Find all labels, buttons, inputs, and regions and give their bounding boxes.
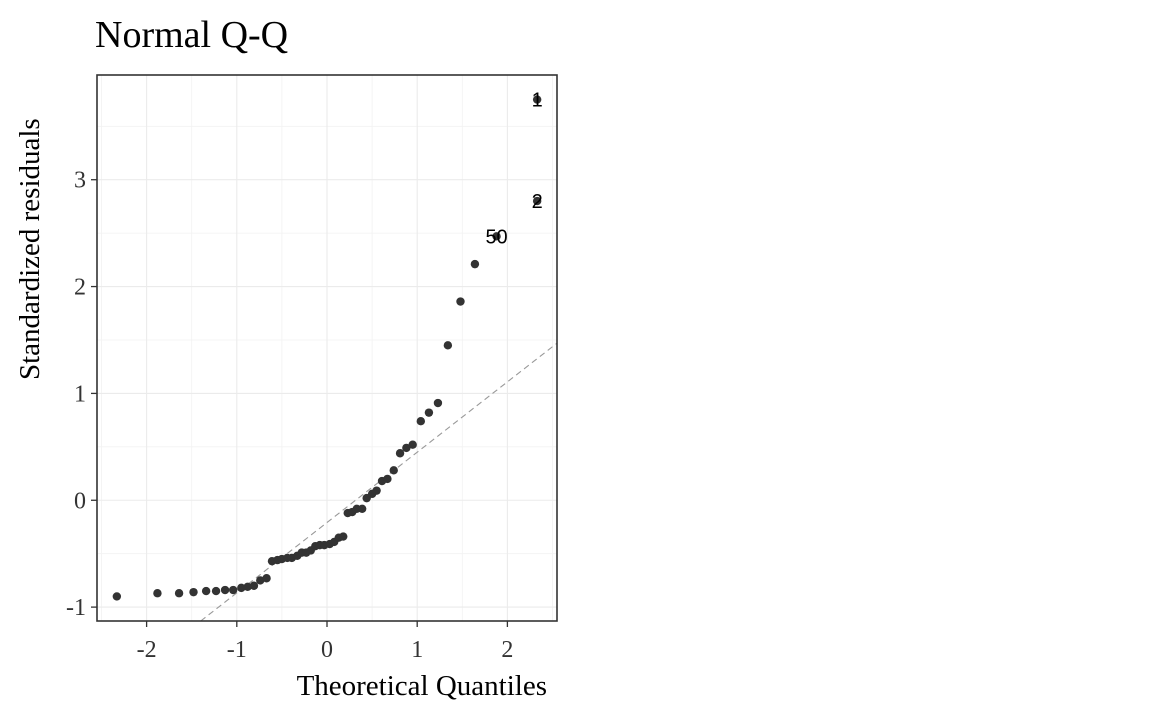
data-point [532,196,542,206]
data-point [443,341,453,350]
point-label: 50 [485,226,507,248]
point-label: 2 [532,191,543,213]
data-point [189,587,198,597]
y-tick-label: 3 [74,168,86,194]
data-point [383,474,392,484]
data-point [262,574,271,583]
x-tick-label: 2 [501,637,513,663]
data-point [424,408,434,417]
data-point [174,589,184,598]
data-point [492,232,501,241]
data-point [211,586,221,596]
y-tick-label: 0 [74,488,86,514]
data-point [402,443,411,453]
point-labels: 50 2 1 [485,90,542,249]
data-point [416,416,426,426]
x-tick-label: 0 [321,637,333,663]
data-point [456,297,465,306]
data-point [112,592,122,601]
data-point [357,504,367,514]
data-point [228,585,238,595]
data-point [243,582,252,592]
data-point [395,449,405,458]
x-tick-label: -1 [227,637,247,663]
data-point [339,532,348,541]
x-tick-label: -2 [137,637,157,663]
major-gridlines [97,75,557,621]
data-point [220,585,230,595]
data-point [532,95,542,104]
x-axis-ticks: -2 -1 0 1 2 [137,621,513,663]
data-point [389,466,398,475]
data-point [256,576,265,585]
y-tick-label: 1 [74,381,86,407]
data-point [433,398,443,408]
y-tick-label: 2 [74,275,86,301]
data-point [470,259,480,269]
data-point [201,586,211,596]
data-point [237,583,246,593]
data-point [249,581,259,590]
y-tick-label: -1 [66,595,86,621]
data-point [408,440,417,449]
data-point [372,486,381,495]
data-point [153,589,162,598]
x-axis-title: Theoretical Quantiles [297,670,547,702]
y-axis-ticks: -1 0 1 2 3 [66,168,97,621]
x-tick-label: 1 [411,637,423,663]
chart-title: Normal Q-Q [95,14,288,56]
y-axis-title: Standardized residuals [14,118,46,380]
point-label: 1 [532,90,543,112]
data-points [112,95,542,601]
